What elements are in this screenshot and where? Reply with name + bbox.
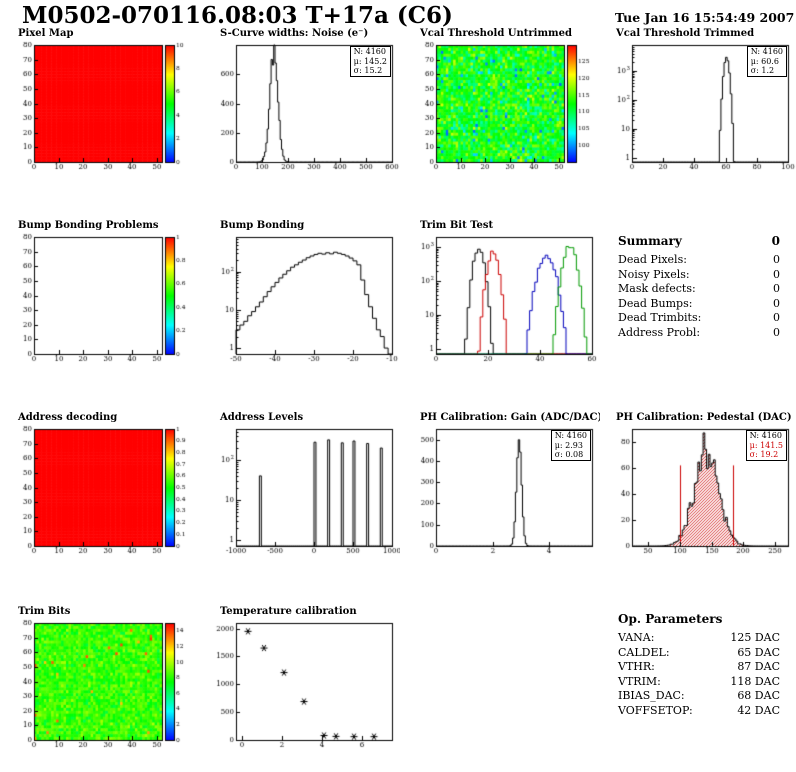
stat-mean: μ: 60.6 — [750, 56, 779, 66]
stat-entries: N: 4160 — [750, 47, 783, 56]
chart-title: Bump Bonding Problems — [18, 220, 159, 231]
chart-title: PH Calibration: Pedestal (DAC) — [616, 412, 792, 423]
op-parameters-title: Op. Parameters — [618, 612, 723, 626]
summary-label: Dead Pixels: — [618, 253, 687, 266]
stat-sigma: σ: 0.08 — [554, 450, 584, 459]
summary-value: 0 — [773, 282, 780, 295]
summary-value: 0 — [773, 267, 780, 281]
chart-title: Trim Bit Test — [420, 220, 494, 231]
panel-bump-bonding: Bump Bonding — [210, 220, 400, 370]
stat-mean: μ: 2.93 — [554, 440, 583, 450]
op-value: 42 DAC — [737, 703, 780, 717]
op-label: IBIAS_DAC: — [618, 689, 685, 702]
op-label: CALDEL: — [618, 645, 670, 659]
summary-label: Dead Trimbits: — [618, 311, 702, 324]
summary-row-dead-pixels: Dead Pixels: 0 — [618, 253, 780, 268]
op-value: 125 DAC — [730, 631, 780, 644]
stat-mean: μ: 145.2 — [353, 56, 387, 66]
panel-temperature-calibration: Temperature calibration — [210, 606, 400, 756]
op-row-vana: VANA: 125 DAC — [618, 631, 780, 646]
summary-value: 0 — [773, 311, 780, 324]
op-row-voffsetop: VOFFSETOP: 42 DAC — [618, 704, 780, 719]
temperature-calibration-plot — [210, 618, 400, 754]
panel-scurve-noise: S-Curve widths: Noise (e⁻) N: 4160 μ: 14… — [210, 28, 400, 178]
address-decoding-plot — [8, 424, 198, 560]
summary-block: Summary 0 Dead Pixels: 0 Noisy Pixels: 0… — [618, 234, 780, 340]
bump-bonding-problems-plot — [8, 232, 198, 368]
chart-title: Pixel Map — [18, 28, 74, 39]
panel-ph-pedestal: PH Calibration: Pedestal (DAC) N: 4160 μ… — [606, 412, 796, 562]
panel-vcal-trimmed: Vcal Threshold Trimmed N: 4160 μ: 60.6 σ… — [606, 28, 796, 178]
panel-address-decoding: Address decoding — [8, 412, 198, 562]
stats-box: N: 4160 μ: 145.2 σ: 15.2 — [349, 46, 391, 77]
pixel-map-plot — [8, 40, 198, 176]
summary-row-dead-bumps: Dead Bumps: 0 — [618, 297, 780, 312]
stat-entries: N: 4160 — [353, 47, 386, 56]
vcal-untrimmed-plot — [410, 40, 600, 176]
panel-vcal-untrimmed: Vcal Threshold Untrimmed — [410, 28, 600, 178]
summary-label: Mask defects: — [618, 282, 696, 295]
timestamp: Tue Jan 16 15:54:49 2007 — [615, 10, 795, 25]
panel-address-levels: Address Levels — [210, 412, 400, 562]
op-parameters-header: Op. Parameters — [618, 612, 780, 626]
summary-label: Address Probl: — [618, 325, 701, 339]
panel-trim-bits: Trim Bits — [8, 606, 198, 756]
stats-box: N: 4160 μ: 2.93 σ: 0.08 — [550, 430, 591, 461]
summary-row-dead-trimbits: Dead Trimbits: 0 — [618, 311, 780, 326]
summary-label: Noisy Pixels: — [618, 267, 690, 281]
chart-title: Vcal Threshold Trimmed — [616, 28, 755, 39]
panel-trim-bit-test: Trim Bit Test — [410, 220, 600, 370]
chart-title: Temperature calibration — [220, 606, 357, 617]
op-label: VTHR: — [618, 660, 655, 673]
summary-total: 0 — [771, 234, 780, 248]
op-label: VOFFSETOP: — [618, 703, 693, 717]
op-label: VTRIM: — [618, 674, 661, 688]
summary-row-mask-defects: Mask defects: 0 — [618, 282, 780, 297]
trim-bit-test-plot — [410, 232, 600, 368]
stat-entries: N: 4160 — [749, 431, 782, 440]
stat-sigma: σ: 19.2 — [749, 450, 779, 459]
summary-label: Dead Bumps: — [618, 296, 693, 310]
chart-title: Vcal Threshold Untrimmed — [420, 28, 572, 39]
stat-entries: N: 4160 — [554, 431, 587, 440]
op-row-vthr: VTHR: 87 DAC — [618, 660, 780, 675]
stats-box: N: 4160 μ: 60.6 σ: 1.2 — [746, 46, 787, 77]
op-parameters-block: Op. Parameters VANA: 125 DAC CALDEL: 65 … — [618, 612, 780, 718]
stat-sigma: σ: 1.2 — [750, 66, 775, 75]
bump-bonding-plot — [210, 232, 400, 368]
chart-title: Trim Bits — [18, 606, 71, 617]
summary-header: Summary 0 — [618, 234, 780, 248]
panel-ph-gain: PH Calibration: Gain (ADC/DAC) N: 4160 μ… — [410, 412, 600, 562]
address-levels-plot — [210, 424, 400, 560]
summary-value: 0 — [773, 296, 780, 310]
stats-box: N: 4160 μ: 141.5 σ: 19.2 — [745, 430, 787, 461]
op-row-caldel: CALDEL: 65 DAC — [618, 646, 780, 661]
page-title: M0502-070116.08:03 T+17a (C6) — [22, 2, 453, 29]
op-value: 68 DAC — [737, 689, 780, 702]
chart-title: Address decoding — [18, 412, 118, 423]
chart-title: Address Levels — [220, 412, 304, 423]
chart-title: S-Curve widths: Noise (e⁻) — [220, 28, 369, 39]
chart-title: Bump Bonding — [220, 220, 305, 231]
panel-pixel-map: Pixel Map — [8, 28, 198, 178]
summary-row-noisy-pixels: Noisy Pixels: 0 — [618, 268, 780, 283]
summary-title: Summary — [618, 234, 682, 248]
chart-title: PH Calibration: Gain (ADC/DAC) — [420, 412, 600, 423]
op-row-ibias-dac: IBIAS_DAC: 68 DAC — [618, 689, 780, 704]
summary-row-address-probl: Address Probl: 0 — [618, 326, 780, 341]
summary-value: 0 — [773, 325, 780, 339]
op-value: 118 DAC — [730, 674, 780, 688]
stat-mean: μ: 141.5 — [749, 440, 783, 450]
op-row-vtrim: VTRIM: 118 DAC — [618, 675, 780, 690]
op-value: 87 DAC — [737, 660, 780, 673]
stat-sigma: σ: 15.2 — [353, 66, 383, 75]
summary-value: 0 — [773, 253, 780, 266]
op-label: VANA: — [618, 631, 655, 644]
op-value: 65 DAC — [737, 645, 780, 659]
panel-bump-bonding-problems: Bump Bonding Problems — [8, 220, 198, 370]
trim-bits-plot — [8, 618, 198, 754]
